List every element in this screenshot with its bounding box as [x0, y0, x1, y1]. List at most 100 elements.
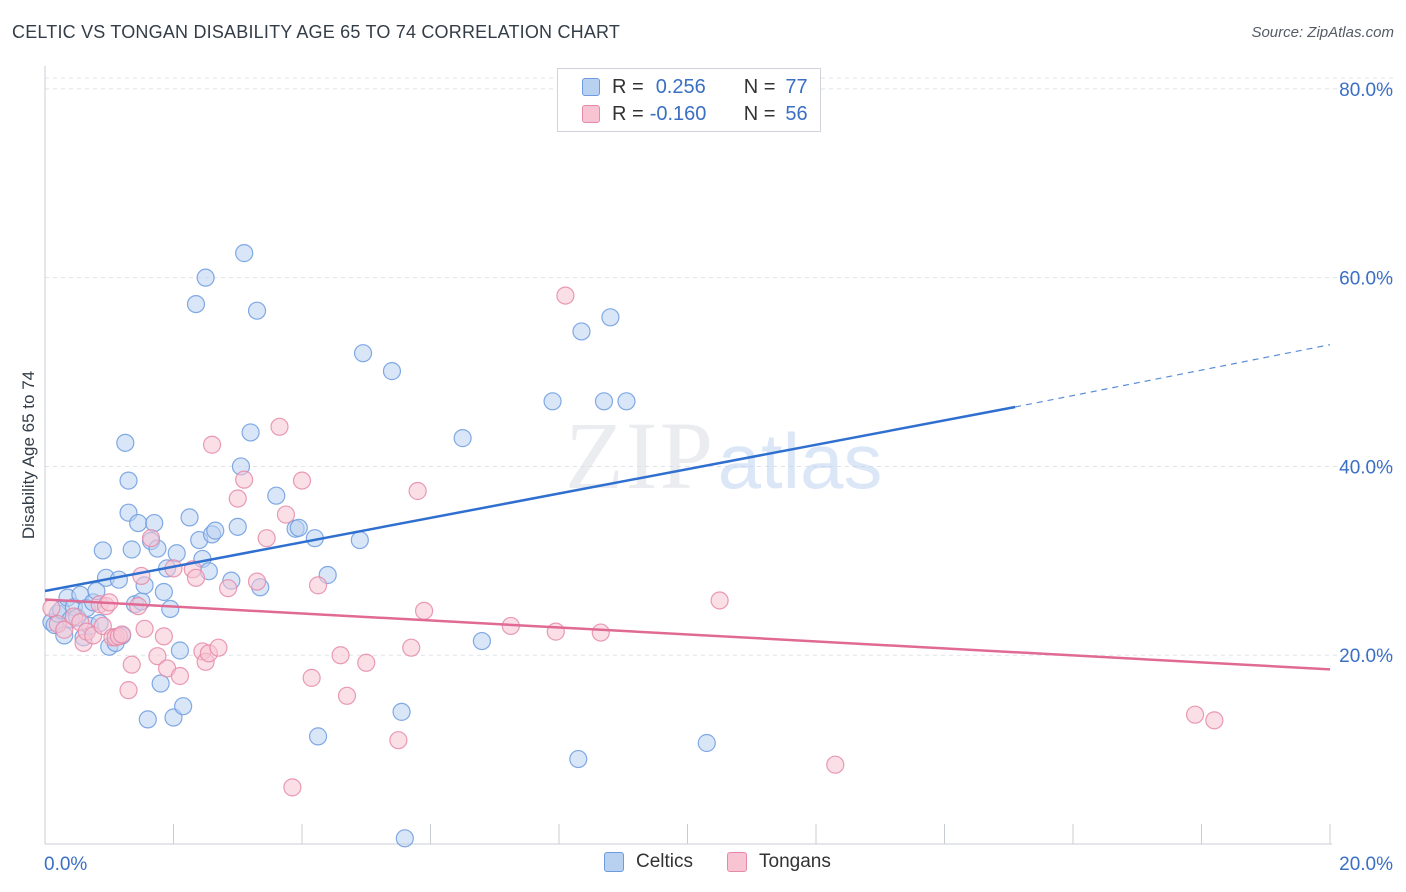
celtics-swatch	[582, 78, 600, 96]
tongans-point	[591, 623, 610, 642]
tongans-point	[546, 622, 565, 641]
celtics-point	[129, 513, 148, 533]
tongans-trend-line	[44, 598, 1331, 671]
source-credit: Source: ZipAtlas.com	[1251, 24, 1394, 41]
tongans-point	[556, 286, 575, 305]
celtics-point	[453, 429, 472, 448]
celtics-point	[697, 733, 716, 753]
tongans-swatch	[582, 105, 600, 123]
legend-row-tongans: R = -0.160 N = 56	[582, 102, 808, 126]
watermark-zip: ZIP	[565, 402, 715, 509]
celtics-point	[93, 541, 112, 560]
tongans-point	[302, 668, 321, 687]
chart-title: CELTIC VS TONGAN DISABILITY AGE 65 TO 74…	[12, 22, 621, 42]
celtics-point	[353, 344, 373, 363]
celtics-trend-line	[44, 405, 1016, 593]
celtics-point	[151, 674, 170, 693]
legend-item-tongans: Tongans	[727, 851, 831, 873]
celtics-point	[119, 471, 138, 490]
celtics-point	[180, 508, 199, 527]
celtics-point	[196, 268, 215, 287]
celtics-point	[145, 513, 164, 533]
tongans-point	[402, 638, 421, 657]
celtics-point	[247, 301, 267, 320]
y-tick-label: 80.0%	[1339, 80, 1393, 101]
tongans-point	[135, 619, 154, 638]
r-label: R =	[612, 75, 644, 98]
tongans-point	[55, 620, 74, 639]
tongans-point	[219, 579, 238, 598]
tongans-point	[389, 731, 408, 750]
celtics-point	[235, 244, 254, 263]
legend-item-celtics: Celtics	[604, 851, 693, 873]
celtics-point	[170, 641, 190, 660]
celtics-point	[116, 433, 135, 452]
series-legend: Celtics Tongans	[0, 851, 1406, 877]
celtics-r-value: 0.256	[655, 75, 706, 98]
watermark-atlas: atlas	[718, 417, 883, 505]
trend-lines	[44, 344, 1331, 671]
tongans-point	[408, 481, 427, 501]
celtics-point	[472, 631, 491, 651]
celtics-point	[382, 362, 402, 381]
celtics-n-value: 77	[785, 75, 808, 98]
celtics-legend-label: Celtics	[636, 851, 694, 872]
n-label: N =	[743, 75, 776, 98]
legend-row-celtics: R = 0.256 N = 77	[582, 75, 808, 99]
celtics-point	[138, 710, 157, 729]
tongans-point	[337, 686, 357, 705]
celtics-legend-swatch	[604, 852, 624, 872]
celtics-point	[241, 423, 260, 442]
celtics-point	[154, 582, 173, 602]
tongans-point	[154, 627, 173, 646]
celtics-point	[392, 702, 411, 721]
x-tick-label: 20.0%	[1339, 854, 1393, 875]
tick-labels: 20.0% 40.0% 60.0% 80.0% 0.0% 20.0%	[44, 80, 1393, 875]
celtics-point	[569, 749, 588, 769]
tongans-legend-label: Tongans	[759, 851, 831, 872]
celtics-point	[167, 544, 186, 563]
tongans-point	[331, 646, 350, 665]
gridlines	[45, 77, 1395, 656]
tongans-point	[170, 666, 190, 686]
tongans-r-value: -0.160	[649, 102, 707, 125]
tongans-point	[119, 681, 138, 700]
celtics-point	[109, 570, 128, 589]
celtics-point	[572, 322, 591, 341]
tongans-point	[228, 489, 247, 508]
watermark: ZIP atlas	[565, 402, 882, 509]
celtics-point	[228, 517, 247, 536]
tongans-point	[141, 529, 161, 548]
tongans-point	[42, 598, 61, 618]
celtics-point	[206, 521, 225, 540]
stats-legend: R = 0.256 N = 77 R = -0.160 N = 56	[557, 68, 821, 132]
celtics-trend-extension	[1015, 344, 1331, 408]
n-label: N =	[743, 102, 776, 125]
y-tick-label: 40.0%	[1339, 457, 1393, 478]
celtics-point	[350, 530, 369, 550]
tongans-point	[1205, 711, 1224, 730]
tongans-point	[308, 576, 328, 595]
tongans-point	[202, 435, 222, 454]
tongans-point	[292, 471, 312, 490]
tongans-point	[710, 591, 729, 610]
tongans-point	[283, 778, 302, 797]
data-points	[42, 244, 1224, 848]
tongans-legend-swatch	[727, 852, 747, 872]
tongans-point	[247, 572, 267, 591]
celtics-point	[308, 727, 328, 746]
tongans-point	[186, 568, 206, 587]
tongans-point	[122, 655, 141, 674]
tongans-n-value: 56	[785, 102, 808, 125]
tongans-point	[148, 647, 167, 666]
celtics-point	[122, 540, 141, 559]
celtics-point	[161, 599, 180, 619]
y-axis-label: Disability Age 65 to 74	[19, 371, 38, 539]
tongans-point	[209, 638, 228, 657]
celtics-point	[174, 697, 193, 716]
tongans-point	[235, 470, 254, 489]
celtics-point	[594, 392, 614, 411]
tongans-point	[132, 566, 151, 586]
tongans-point	[414, 601, 434, 620]
